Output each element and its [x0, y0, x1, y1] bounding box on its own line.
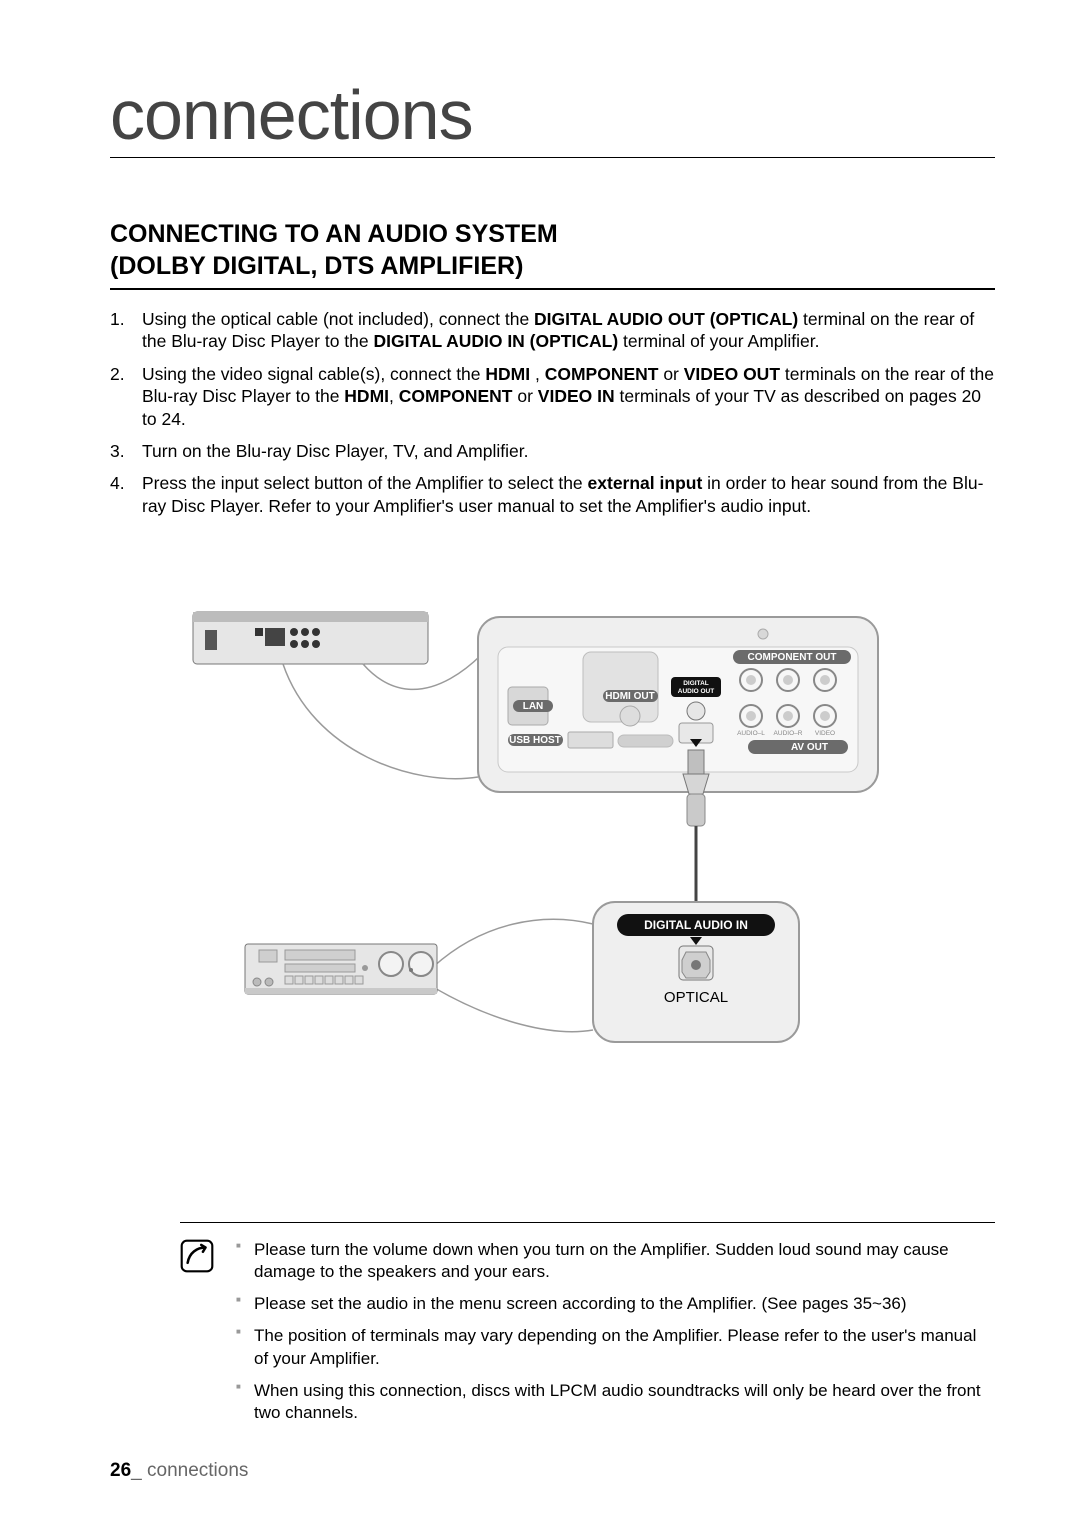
rear-panel-magnifier: COMPONENT OUT AUDIO–L AUDIO–R VIDEO [478, 617, 878, 792]
manual-page: connections CONNECTING TO AN AUDIO SYSTE… [0, 0, 1080, 1530]
step-item: 4.Press the input select button of the A… [110, 472, 995, 517]
section-heading-line1: CONNECTING TO AN AUDIO SYSTEM [110, 220, 558, 248]
step-item: 2.Using the video signal cable(s), conne… [110, 363, 995, 430]
page-footer: 26_ connections [110, 1460, 248, 1482]
note-item: When using this connection, discs with L… [236, 1380, 995, 1424]
step-item: 3.Turn on the Blu-ray Disc Player, TV, a… [110, 440, 995, 462]
note-icon [180, 1239, 214, 1273]
svg-text:VIDEO: VIDEO [814, 730, 834, 737]
section-heading-line2: (DOLBY DIGITAL, DTS AMPLIFIER) [110, 252, 523, 280]
step-item: 1.Using the optical cable (not included)… [110, 308, 995, 353]
label-digital-audio-in: DIGITAL AUDIO IN [644, 918, 748, 932]
optical-cable [683, 750, 709, 920]
note-item: The position of terminals may vary depen… [236, 1325, 995, 1369]
svg-text:AUDIO–L: AUDIO–L [737, 730, 765, 737]
page-title: connections [110, 75, 995, 157]
note-item: Please set the audio in the menu screen … [236, 1293, 995, 1315]
note-item: Please turn the volume down when you tur… [236, 1239, 995, 1283]
svg-text:AUDIO–R: AUDIO–R [773, 730, 802, 737]
page-title-rule: connections [110, 75, 995, 158]
notes-list: Please turn the volume down when you tur… [236, 1239, 995, 1434]
svg-text:USB HOST: USB HOST [509, 735, 561, 746]
svg-text:HDMI OUT: HDMI OUT [605, 691, 654, 702]
svg-text:DIGITAL: DIGITAL [683, 680, 709, 687]
page-number: 26 [110, 1460, 131, 1481]
svg-text:AV OUT: AV OUT [790, 742, 827, 753]
digital-audio-in-callout: DIGITAL AUDIO IN OPTICAL [593, 902, 799, 1042]
player-device [193, 612, 428, 664]
notes-block: Please turn the volume down when you tur… [180, 1222, 995, 1434]
section-heading: CONNECTING TO AN AUDIO SYSTEM (DOLBY DIG… [110, 218, 995, 290]
footer-section: connections [147, 1460, 248, 1481]
amplifier-device [245, 944, 437, 994]
connection-diagram: COMPONENT OUT AUDIO–L AUDIO–R VIDEO [110, 592, 995, 1132]
step-list: 1.Using the optical cable (not included)… [110, 308, 995, 517]
svg-text:AUDIO OUT: AUDIO OUT [677, 688, 714, 695]
svg-text:LAN: LAN [522, 701, 543, 712]
label-component-out: COMPONENT OUT [747, 652, 836, 663]
label-optical: OPTICAL [663, 989, 727, 1006]
